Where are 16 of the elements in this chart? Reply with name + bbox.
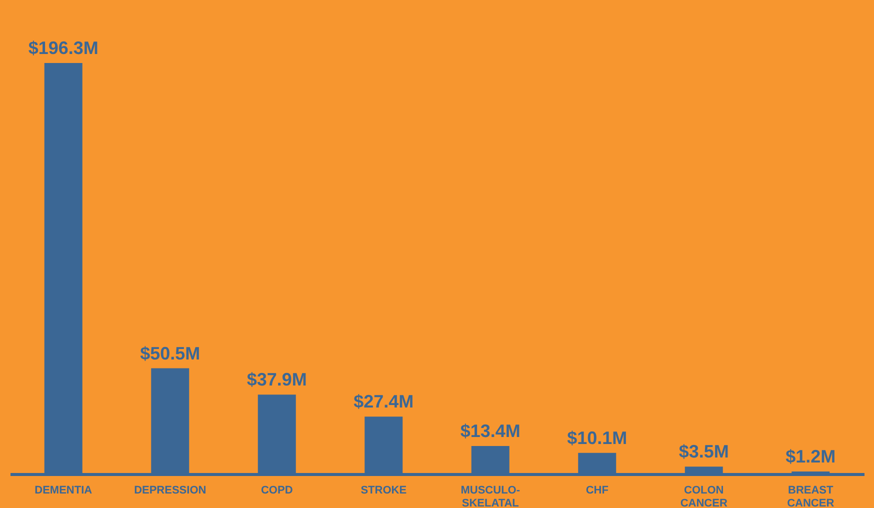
data-label: $37.9M [246,370,307,390]
data-label: $13.4M [460,420,520,441]
data-label: $196.3M [28,38,98,58]
x-tick-label: CHF [586,484,609,496]
x-tick-label: DEMENTIA [34,484,92,496]
data-label: $1.2M [786,446,836,466]
data-label: $50.5M [140,343,200,364]
x-tick-label: STROKE [360,484,407,496]
x-tick-label: BREAST CANCER [787,484,834,508]
x-tick-label: DEPRESSION [134,484,206,496]
x-tick-label: MUSCULO-SKELATAL [460,484,520,508]
data-label: $10.1M [567,428,628,448]
x-tick-label: COPD [260,484,293,496]
data-label: $3.5M [678,442,729,462]
x-tick-label: COLON CANCER [680,484,728,508]
data-label: $27.4M [354,392,414,412]
